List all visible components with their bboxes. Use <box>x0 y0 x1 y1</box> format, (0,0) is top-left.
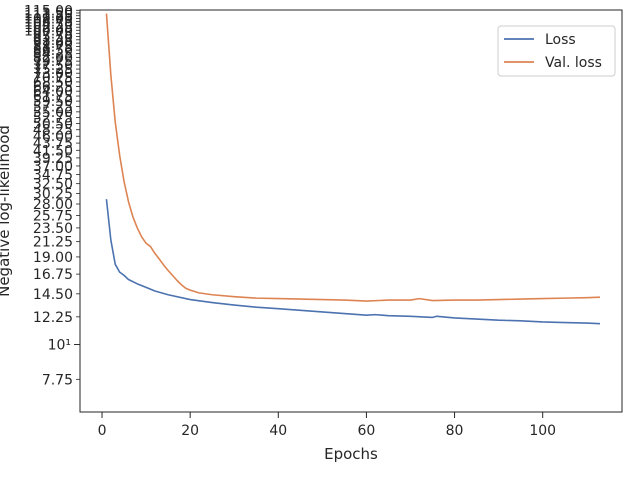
y-tick-label: 102.25 <box>24 20 73 36</box>
y-tick-label: 82.00 <box>33 50 73 66</box>
y-tick-label: 46.00 <box>33 129 73 145</box>
y-tick-label: 37.00 <box>33 159 73 175</box>
y-tick-label: 48.25 <box>33 123 73 139</box>
series-layer <box>105 13 601 325</box>
legend-label: Loss <box>545 32 576 48</box>
y-tick-label: 59.50 <box>33 94 73 110</box>
x-tick-label: 100 <box>529 423 556 439</box>
x-axis-label: Epochs <box>324 445 378 463</box>
y-tick-label: 104.50 <box>24 17 73 33</box>
y-tick-label: 50.50 <box>33 117 73 133</box>
y-tick-label: 86.50 <box>33 43 73 59</box>
y-tick-label: 115.00 <box>24 3 73 19</box>
y-tick-label: 113.50 <box>24 6 73 22</box>
y-tick-label: 109.00 <box>24 11 73 27</box>
plot-area <box>79 9 623 413</box>
x-tick-label: 0 <box>98 423 107 439</box>
y-tick-label: 61.75 <box>33 89 73 105</box>
x-tick-label: 20 <box>181 423 199 439</box>
y-tick-label: 111.25 <box>24 9 73 25</box>
y-tick-label: 73.00 <box>33 66 73 82</box>
y-tick-label: 84.25 <box>33 47 73 63</box>
y-tick-label: 34.75 <box>33 168 73 184</box>
y-tick-label: 10¹ <box>48 338 71 354</box>
y-tick-label: 12.25 <box>33 310 73 326</box>
y-tick-label: 14.50 <box>33 287 73 303</box>
y-axis-label: Negative log-likelihood <box>0 125 13 297</box>
y-tick-label: 39.25 <box>33 151 73 167</box>
y-tick-label: 57.25 <box>33 99 73 115</box>
y-tick-label: 100.00 <box>24 23 73 39</box>
y-tick-label: 52.75 <box>33 111 73 127</box>
y-tick-label: 79.75 <box>33 54 73 70</box>
y-tick-label: 41.50 <box>33 143 73 159</box>
y-tick-label: 25.75 <box>33 208 73 224</box>
y-tick-label: 91.00 <box>33 36 73 52</box>
y-tick-label: 97.75 <box>33 26 73 42</box>
y-tick-label: 106.75 <box>24 14 73 30</box>
y-tick-label: 7.75 <box>42 372 73 388</box>
y-tick-label: 68.50 <box>33 75 73 91</box>
y-tick-label: 28.00 <box>33 197 73 213</box>
y-tick-label: 93.25 <box>33 33 73 49</box>
y-tick-label: 66.25 <box>33 79 73 95</box>
y-tick-label: 64.00 <box>33 84 73 100</box>
series-line-loss <box>105 199 601 325</box>
x-axis-ticks: 0 20 40 60 80 100 <box>98 412 556 439</box>
legend-label: Val. loss <box>545 55 602 71</box>
legend: Loss Val. loss <box>497 25 616 77</box>
plot-frame <box>79 9 623 413</box>
y-tick-label: 21.25 <box>33 235 73 251</box>
series-line-val-loss <box>105 13 600 302</box>
y-tick-label: 95.50 <box>33 30 73 46</box>
y-tick-label: 43.75 <box>33 136 73 152</box>
y-tick-label: 88.75 <box>33 40 73 56</box>
y-tick-label: 32.50 <box>33 177 73 193</box>
x-tick-label: 60 <box>358 423 376 439</box>
y-tick-label: 77.50 <box>33 58 73 74</box>
y-tick-label: 16.75 <box>33 267 73 283</box>
x-tick-label: 80 <box>446 423 464 439</box>
x-tick-label: 40 <box>269 423 287 439</box>
y-tick-label: 30.25 <box>33 186 73 202</box>
y-tick-label: 23.50 <box>33 221 73 237</box>
y-tick-label: 55.00 <box>33 105 73 121</box>
y-tick-label: 70.75 <box>33 70 73 86</box>
y-axis-ticks: 7.75 12.25 14.50 16.7519.0021.2523.5025.752… <box>24 3 80 388</box>
y-tick-label: 19.00 <box>33 250 73 266</box>
y-tick-label: 75.25 <box>33 62 73 78</box>
